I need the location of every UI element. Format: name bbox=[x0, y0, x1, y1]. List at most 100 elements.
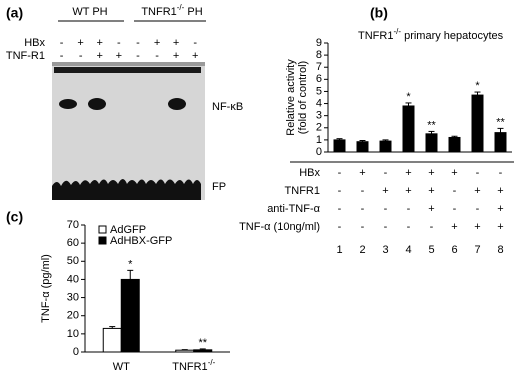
panel-label: (b) bbox=[370, 5, 388, 21]
lane-cell: + bbox=[173, 50, 179, 62]
condition-cell: - bbox=[407, 221, 411, 233]
condition-cell: - bbox=[453, 185, 457, 197]
condition-cell: + bbox=[359, 167, 365, 179]
x-tick-label: TNFR1-/- bbox=[172, 358, 215, 373]
gel-background bbox=[52, 62, 205, 200]
well-band bbox=[54, 67, 201, 73]
y-tick-label: 10 bbox=[67, 328, 79, 340]
free-probe bbox=[52, 179, 201, 200]
gel-image bbox=[52, 62, 205, 200]
condition-cell: + bbox=[497, 221, 503, 233]
condition-cell: + bbox=[451, 167, 457, 179]
y-tick-label: 60 bbox=[67, 237, 79, 249]
significance-label: ** bbox=[198, 337, 207, 349]
y-tick-label: 4 bbox=[316, 97, 322, 109]
y-axis-label: (fold of control) bbox=[297, 61, 309, 134]
y-tick-label: 50 bbox=[67, 255, 79, 267]
condition-cell: + bbox=[405, 185, 411, 197]
row-label: TNF-R1 bbox=[6, 50, 45, 62]
x-tick-label: WT bbox=[113, 361, 130, 373]
condition-cell: - bbox=[384, 167, 388, 179]
lane-cell: + bbox=[173, 37, 179, 49]
x-tick-label: 3 bbox=[382, 244, 388, 256]
y-tick-label: 9 bbox=[316, 37, 322, 49]
x-tick-label: 2 bbox=[359, 244, 365, 256]
group-label: WT PH bbox=[72, 6, 107, 18]
text-part: TNFR1 bbox=[358, 30, 393, 42]
significance-label: ** bbox=[427, 119, 436, 131]
row-label: HBx bbox=[299, 167, 320, 179]
lane-cell: + bbox=[192, 50, 198, 62]
row-label: TNF-α (10ng/ml) bbox=[239, 221, 320, 233]
bar bbox=[425, 133, 438, 153]
y-tick-label: 2 bbox=[316, 122, 322, 134]
text-part: -/- bbox=[208, 358, 216, 367]
significance-label: ** bbox=[496, 116, 505, 128]
condition-cell: + bbox=[451, 221, 457, 233]
y-tick-label: 30 bbox=[67, 291, 79, 303]
lane-cell: + bbox=[154, 37, 160, 49]
legend-label: AdGFP bbox=[110, 224, 146, 236]
text-part: TNFR1 bbox=[141, 6, 176, 18]
x-tick-label: 6 bbox=[451, 244, 457, 256]
lane-cell: - bbox=[155, 50, 159, 62]
nfkb-band bbox=[59, 99, 77, 109]
condition-cell: + bbox=[405, 167, 411, 179]
x-tick-label: 1 bbox=[336, 244, 342, 256]
bar bbox=[448, 136, 461, 153]
text-part: -/- bbox=[177, 3, 185, 12]
row-label: TNFR1 bbox=[285, 185, 320, 197]
group-label: TNFR1-/- PH bbox=[141, 3, 202, 18]
text-part: WT PH bbox=[72, 6, 107, 18]
bar bbox=[193, 349, 213, 353]
panel-label: (a) bbox=[6, 5, 23, 21]
condition-cell: - bbox=[338, 167, 342, 179]
lane-cell: - bbox=[136, 37, 140, 49]
condition-cell: - bbox=[476, 167, 480, 179]
nfkb-band bbox=[88, 98, 106, 110]
condition-cell: - bbox=[338, 185, 342, 197]
condition-cell: + bbox=[474, 221, 480, 233]
bar bbox=[333, 139, 346, 153]
bar bbox=[102, 327, 122, 353]
text-part: TNFR1 bbox=[172, 361, 207, 373]
condition-cell: - bbox=[407, 203, 411, 215]
x-tick-label: 5 bbox=[428, 244, 434, 256]
bar bbox=[175, 349, 195, 353]
condition-cell: + bbox=[474, 185, 480, 197]
text-part: -/- bbox=[393, 27, 401, 36]
condition-cell: + bbox=[428, 167, 434, 179]
row-label: anti-TNF-α bbox=[267, 203, 320, 215]
y-axis-label: TNF-α (pg/ml) bbox=[40, 254, 52, 323]
legend-swatch bbox=[98, 236, 107, 245]
panel-label: (c) bbox=[6, 209, 23, 225]
condition-cell: - bbox=[361, 185, 365, 197]
y-tick-label: 0 bbox=[73, 346, 79, 358]
text-part: WT bbox=[113, 361, 130, 373]
significance-label: * bbox=[128, 258, 133, 270]
nfkb-band bbox=[168, 98, 186, 110]
text-part: PH bbox=[184, 6, 202, 18]
y-tick-label: 3 bbox=[316, 110, 322, 122]
bar bbox=[379, 140, 392, 153]
y-tick-label: 1 bbox=[316, 134, 322, 146]
condition-cell: + bbox=[428, 185, 434, 197]
condition-cell: - bbox=[384, 203, 388, 215]
y-tick-label: 20 bbox=[67, 310, 79, 322]
condition-cell: - bbox=[338, 221, 342, 233]
lane-cell: + bbox=[97, 37, 103, 49]
bar bbox=[356, 141, 369, 153]
legend-label: AdHBX-GFP bbox=[110, 235, 172, 247]
lane-cell: + bbox=[116, 50, 122, 62]
condition-cell: - bbox=[361, 203, 365, 215]
band-label: NF-κB bbox=[212, 101, 243, 113]
condition-cell: + bbox=[382, 185, 388, 197]
y-tick-label: 40 bbox=[67, 273, 79, 285]
condition-cell: - bbox=[361, 221, 365, 233]
condition-cell: + bbox=[497, 203, 503, 215]
text-part: primary hepatocytes bbox=[401, 30, 504, 42]
chart-title: TNFR1-/- primary hepatocytes bbox=[358, 27, 504, 42]
condition-cell: + bbox=[428, 203, 434, 215]
y-tick-label: 5 bbox=[316, 85, 322, 97]
